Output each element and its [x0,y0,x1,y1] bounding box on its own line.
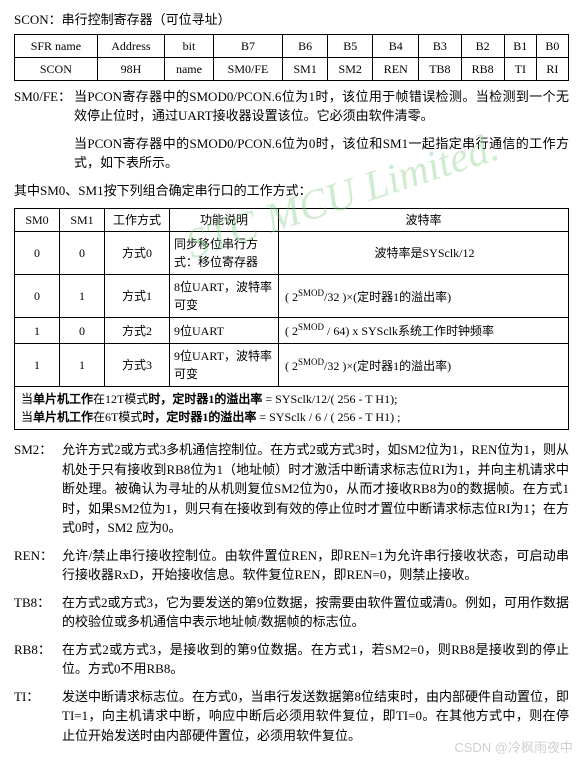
rb8-text: 在方式2或方式3，是接收到的第9位数据。在方式1，若SM2=0，则RB8是接收到… [62,640,569,679]
bit-descriptions: SM2： 允许方式2或方式3多机通信控制位。在方式2或方式3时，如SM2位为1，… [14,440,569,745]
td: 9位UART [170,318,279,344]
table-header-row: SFR name Address bit B7 B6 B5 B4 B3 B2 B… [15,34,569,57]
note-line-2: 当单片机工作在6T模式时，定时器1的溢出率 = SYSclk / 6 / ( 2… [21,408,562,426]
td: ( 2SMOD/32 )×(定时器1的溢出率) [279,275,569,318]
th: 功能说明 [170,209,279,232]
td: RB8 [461,57,504,80]
td: 0 [60,232,105,275]
td: 方式2 [105,318,170,344]
sm2-label: SM2： [14,440,62,538]
modes-intro: 其中SM0、SM1按下列组合确定串行口的工作方式： [14,181,569,201]
th: B2 [461,34,504,57]
td: 0 [15,275,60,318]
th: B6 [283,34,328,57]
modes-table: SM0 SM1 工作方式 功能说明 波特率 0 0 方式0 同步移位串行方式：移… [14,208,569,387]
tb8-text: 在方式2或方式3，它为要发送的第9位数据，按需要由软件置位或清0。例如，可用作数… [62,593,569,632]
td: 1 [15,344,60,387]
td: TI [504,57,536,80]
table-row: 0 0 方式0 同步移位串行方式：移位寄存器 波特率是SYSclk/12 [15,232,569,275]
ren-text: 允许/禁止串行接收控制位。由软件置位REN，即REN=1为允许串行接收状态，可启… [62,546,569,585]
th: 工作方式 [105,209,170,232]
td: 方式0 [105,232,170,275]
td: 方式3 [105,344,170,387]
ti-item: TI： 发送中断请求标志位。在方式0，当串行发送数据第8位结束时，由内部硬件自动… [14,687,569,746]
td: 1 [60,344,105,387]
rb8-label: RB8： [14,640,62,679]
table-row: 0 1 方式1 8位UART，波特率可变 ( 2SMOD/32 )×(定时器1的… [15,275,569,318]
td: 波特率是SYSclk/12 [279,232,569,275]
th: B1 [504,34,536,57]
td: SM2 [328,57,373,80]
td: 9位UART，波特率可变 [170,344,279,387]
csdn-watermark: CSDN @冷枫雨夜中 [454,738,573,758]
td: SM1 [283,57,328,80]
table-row: 1 1 方式3 9位UART，波特率可变 ( 2SMOD/32 )×(定时器1的… [15,344,569,387]
note-line-1: 当单片机工作在12T模式时，定时器1的溢出率 = SYSclk/12/( 256… [21,390,562,408]
sm0fe-label: SM0/FE： [14,87,74,126]
td: 1 [60,275,105,318]
td: 方式1 [105,275,170,318]
td: 8位UART，波特率可变 [170,275,279,318]
tb8-item: TB8： 在方式2或方式3，它为要发送的第9位数据，按需要由软件置位或清0。例如… [14,593,569,632]
td: SM0/FE [213,57,282,80]
sm2-item: SM2： 允许方式2或方式3多机通信控制位。在方式2或方式3时，如SM2位为1，… [14,440,569,538]
th: bit [165,34,214,57]
td: 同步移位串行方式：移位寄存器 [170,232,279,275]
ren-item: REN： 允许/禁止串行接收控制位。由软件置位REN，即REN=1为允许串行接收… [14,546,569,585]
th: 波特率 [279,209,569,232]
th: SM0 [15,209,60,232]
rb8-item: RB8： 在方式2或方式3，是接收到的第9位数据。在方式1，若SM2=0，则RB… [14,640,569,679]
sm0fe-description: SM0/FE： 当PCON寄存器中的SMOD0/PCON.6位为1时，该位用于帧… [14,87,569,126]
th: B4 [373,34,419,57]
th: B7 [213,34,282,57]
td: ( 2SMOD / 64) x SYSclk系统工作时钟频率 [279,318,569,344]
ren-label: REN： [14,546,62,585]
sm0fe-text-1: 当PCON寄存器中的SMOD0/PCON.6位为1时，该位用于帧错误检测。当检测… [74,87,569,126]
td: 98H [97,57,164,80]
sm2-text: 允许方式2或方式3多机通信控制位。在方式2或方式3时，如SM2位为1，REN位为… [62,440,569,538]
th: B3 [419,34,461,57]
sfr-register-table: SFR name Address bit B7 B6 B5 B4 B3 B2 B… [14,34,569,81]
th: B0 [536,34,568,57]
td: name [165,57,214,80]
table-header-row: SM0 SM1 工作方式 功能说明 波特率 [15,209,569,232]
td: REN [373,57,419,80]
th: B5 [328,34,373,57]
td: ( 2SMOD/32 )×(定时器1的溢出率) [279,344,569,387]
td: RI [536,57,568,80]
td: SCON [15,57,98,80]
ti-label: TI： [14,687,62,746]
td: TB8 [419,57,461,80]
tb8-label: TB8： [14,593,62,632]
ti-text: 发送中断请求标志位。在方式0，当串行发送数据第8位结束时，由内部硬件自动置位，即… [62,687,569,746]
td: 1 [15,318,60,344]
td: 0 [15,232,60,275]
th: Address [97,34,164,57]
timer-note-box: 当单片机工作在12T模式时，定时器1的溢出率 = SYSclk/12/( 256… [14,387,569,430]
page-title: SCON：串行控制寄存器（可位寻址） [14,10,569,30]
table-row: 1 0 方式2 9位UART ( 2SMOD / 64) x SYSclk系统工… [15,318,569,344]
th: SFR name [15,34,98,57]
sm0fe-text-2: 当PCON寄存器中的SMOD0/PCON.6位为0时，该位和SM1一起指定串行通… [74,134,569,173]
th: SM1 [60,209,105,232]
td: 0 [60,318,105,344]
table-row: SCON 98H name SM0/FE SM1 SM2 REN TB8 RB8… [15,57,569,80]
